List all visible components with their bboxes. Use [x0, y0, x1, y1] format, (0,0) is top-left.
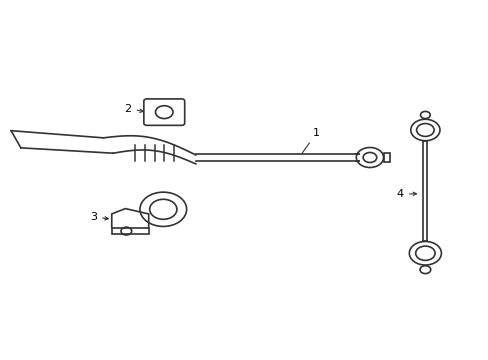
Text: 4: 4 — [396, 189, 416, 199]
Text: 3: 3 — [90, 212, 108, 222]
Text: 2: 2 — [124, 104, 143, 113]
Text: 1: 1 — [302, 128, 319, 153]
